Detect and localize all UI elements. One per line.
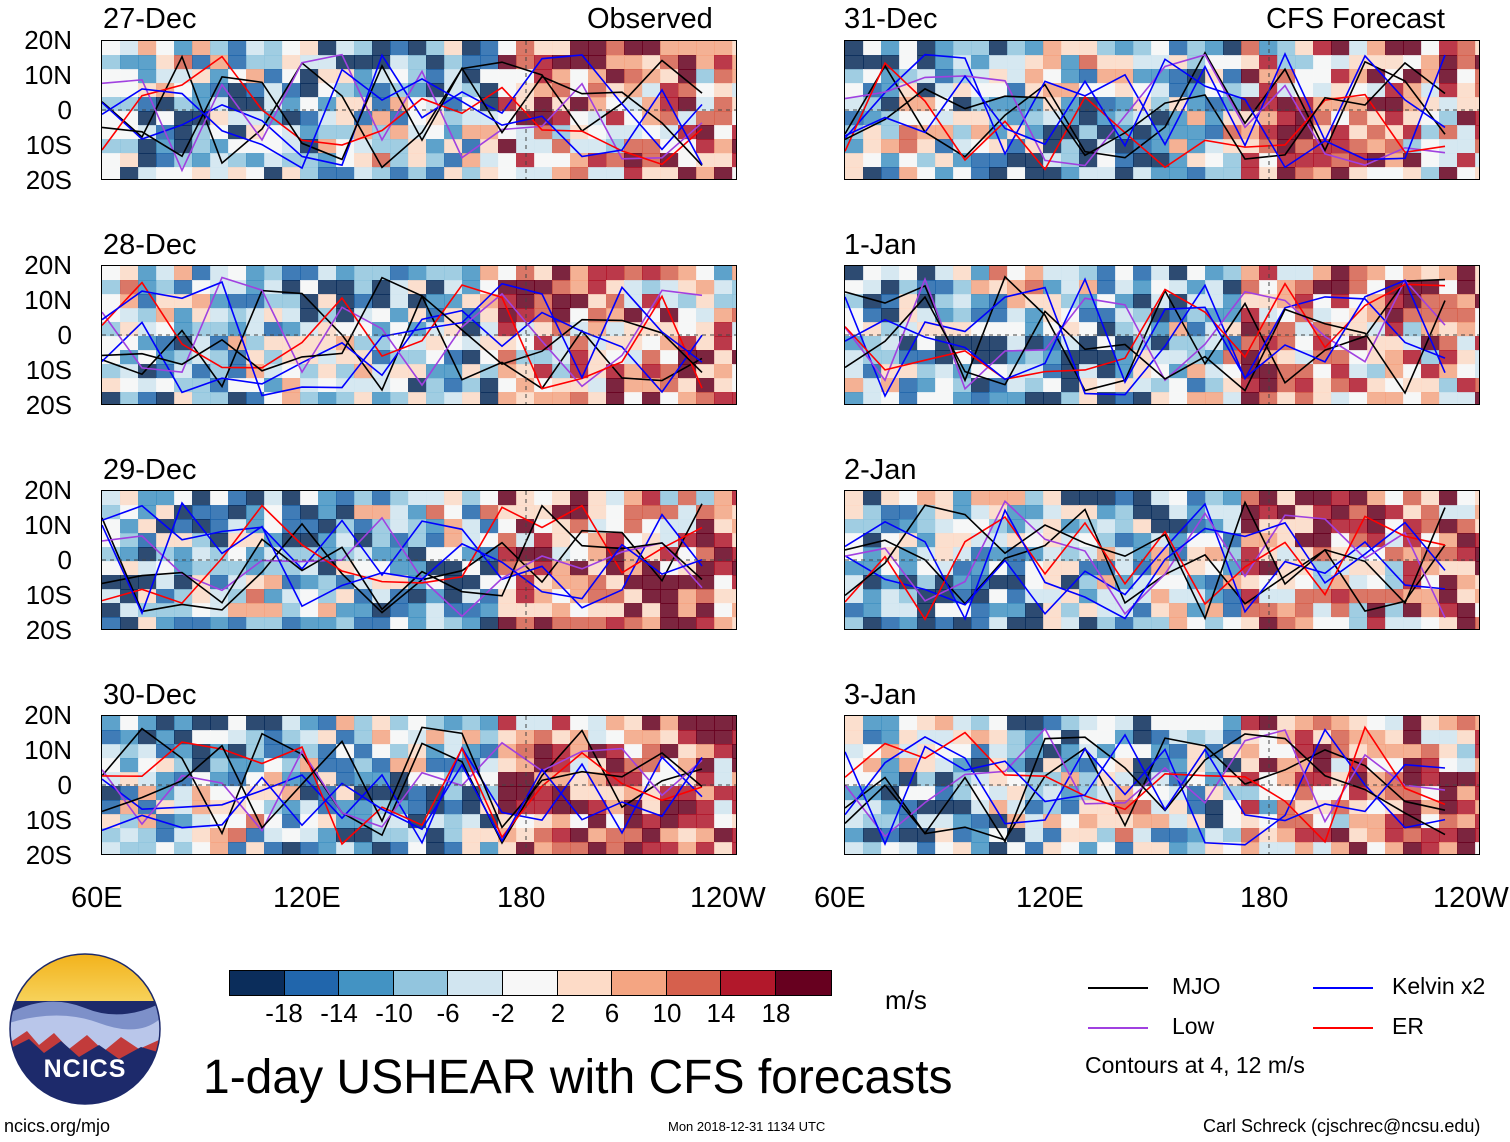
panel-title: 2-Jan xyxy=(844,454,917,486)
footer-url: ncics.org/mjo xyxy=(4,1116,111,1136)
panel-title: 28-Dec xyxy=(103,229,197,261)
colorbar-tick: -18 xyxy=(265,998,303,1028)
footer-credit: Carl Schreck (cjschrec@ncsu.edu) xyxy=(1203,1116,1481,1136)
map-panel-forecast xyxy=(844,40,1480,180)
lon-label: 60E xyxy=(71,882,123,914)
map-field xyxy=(102,716,736,854)
forecast-label: CFS Forecast xyxy=(1266,3,1445,35)
colorbar-swatch xyxy=(284,971,340,995)
map-panel-observed xyxy=(101,715,737,855)
colorbar-swatch xyxy=(775,971,831,995)
lat-label: 10S xyxy=(25,580,72,610)
legend-label: Low xyxy=(1172,1013,1215,1039)
colorbar-swatch xyxy=(666,971,722,995)
colorbar-swatch xyxy=(721,971,776,995)
map-field xyxy=(102,41,736,179)
legend-line-er xyxy=(1313,1027,1373,1029)
lat-label: 20S xyxy=(25,165,72,195)
map-panel-observed xyxy=(101,265,737,405)
colorbar-tick: 6 xyxy=(604,998,620,1028)
legend-line-mjo xyxy=(1088,987,1148,989)
colorbar-swatch xyxy=(393,971,449,995)
legend-label: Kelvin x2 xyxy=(1392,973,1486,999)
map-panel-forecast xyxy=(844,265,1480,405)
colorbar-tick: 14 xyxy=(706,998,736,1028)
colorbar-tick: -2 xyxy=(491,998,515,1028)
colorbar-swatch xyxy=(230,971,285,995)
lat-label: 0 xyxy=(57,770,72,800)
lat-label: 10S xyxy=(25,805,72,835)
lat-label: 10N xyxy=(24,510,72,540)
logo-text: NCICS xyxy=(44,1055,127,1083)
lat-label: 10N xyxy=(24,60,72,90)
lat-label: 20S xyxy=(25,390,72,420)
map-field xyxy=(845,266,1479,404)
map-field xyxy=(102,266,736,404)
map-field xyxy=(845,41,1479,179)
lat-label: 20N xyxy=(24,250,72,280)
colorbar-swatch xyxy=(612,971,667,995)
lat-label: 0 xyxy=(57,95,72,125)
legend-label: ER xyxy=(1392,1013,1424,1039)
panel-title: 31-Dec xyxy=(844,3,938,35)
lon-label: 120W xyxy=(1433,882,1509,914)
panel-title: 30-Dec xyxy=(103,679,197,711)
colorbar-swatch xyxy=(448,971,503,995)
map-panel-forecast xyxy=(844,490,1480,630)
lat-label: 0 xyxy=(57,545,72,575)
lat-label: 20S xyxy=(25,615,72,645)
panel-title: 27-Dec xyxy=(103,3,197,35)
map-panel-forecast xyxy=(844,715,1480,855)
colorbar-tick: 10 xyxy=(652,998,682,1028)
colorbar-units: m/s xyxy=(885,985,927,1015)
legend-line-kelvin xyxy=(1313,987,1373,989)
lon-label: 60E xyxy=(814,882,866,914)
ncics-logo: NCICS xyxy=(9,953,161,1105)
lat-label: 0 xyxy=(57,320,72,350)
colorbar-swatch xyxy=(502,971,558,995)
lon-label: 120W xyxy=(690,882,766,914)
lon-label: 120E xyxy=(273,882,341,914)
legend-line-low xyxy=(1088,1027,1148,1029)
lon-label: 180 xyxy=(1240,882,1289,914)
lat-label: 10N xyxy=(24,735,72,765)
legend-label: MJO xyxy=(1172,973,1221,999)
panel-title: 3-Jan xyxy=(844,679,917,711)
map-field xyxy=(102,491,736,629)
lon-label: 120E xyxy=(1016,882,1084,914)
colorbar-tick: -14 xyxy=(320,998,358,1028)
map-field xyxy=(845,716,1479,854)
colorbar-tick: 18 xyxy=(761,998,791,1028)
panel-title: 1-Jan xyxy=(844,229,917,261)
colorbar xyxy=(229,970,832,996)
colorbar-tick: -6 xyxy=(436,998,460,1028)
colorbar-tick: 2 xyxy=(550,998,566,1028)
lat-label: 10N xyxy=(24,285,72,315)
observed-label: Observed xyxy=(587,3,713,35)
footer-timestamp: Mon 2018-12-31 1134 UTC xyxy=(668,1119,826,1134)
colorbar-swatch xyxy=(557,971,613,995)
lat-label: 20S xyxy=(25,840,72,870)
panel-title: 29-Dec xyxy=(103,454,197,486)
lat-label: 20N xyxy=(24,700,72,730)
lat-label: 10S xyxy=(25,355,72,385)
map-field xyxy=(845,491,1479,629)
lon-label: 180 xyxy=(497,882,546,914)
map-panel-observed xyxy=(101,490,737,630)
lat-label: 10S xyxy=(25,130,72,160)
colorbar-tick: -10 xyxy=(375,998,413,1028)
colorbar-swatch xyxy=(339,971,394,995)
lat-label: 20N xyxy=(24,475,72,505)
map-panel-observed xyxy=(101,40,737,180)
lat-label: 20N xyxy=(24,25,72,55)
legend-note: Contours at 4, 12 m/s xyxy=(1085,1052,1305,1078)
figure-title: 1-day USHEAR with CFS forecasts xyxy=(203,1051,953,1104)
